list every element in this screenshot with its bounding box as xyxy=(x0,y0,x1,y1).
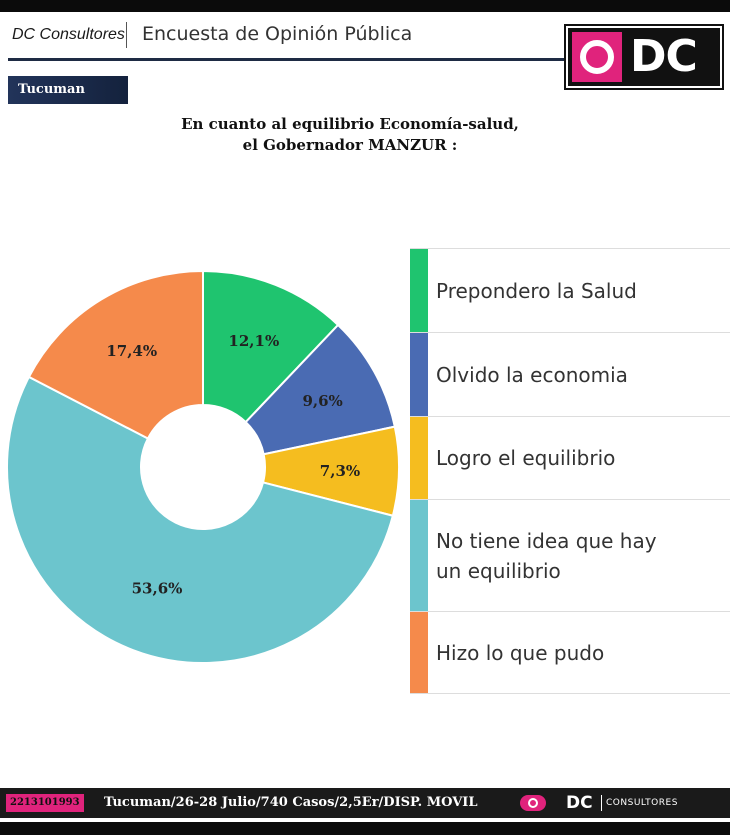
footer-logo-divider xyxy=(601,795,602,811)
slice-label-equilibrio: 7,3% xyxy=(320,462,360,480)
slice-label-hizo: 17,4% xyxy=(106,342,157,360)
legend-label-line-1: Prepondero la Salud xyxy=(436,278,637,303)
legend-swatch xyxy=(410,500,428,611)
slice-label-salud: 12,1% xyxy=(228,332,279,350)
legend-label-line-1: Logro el equilibrio xyxy=(436,446,616,470)
legend-label: Prepondero la Salud xyxy=(436,276,724,306)
legend-label-line-1: Olvido la economia xyxy=(436,362,628,387)
legend-swatch xyxy=(410,417,428,499)
slice-label-no-idea: 53,6% xyxy=(132,580,183,598)
brand-name: DC Consultores xyxy=(12,26,125,43)
footer-phone: 2213101993 xyxy=(6,794,84,812)
chart-legend: Prepondero la Salud Olvido la economia Log… xyxy=(410,248,730,694)
logo-text: DC xyxy=(630,31,698,82)
header-underline xyxy=(8,58,568,61)
legend-item-no-idea: No tiene idea que hay un equilibrio xyxy=(410,499,730,611)
legend-swatch xyxy=(410,333,428,416)
legend-swatch xyxy=(410,249,428,332)
legend-item-economia: Olvido la economia xyxy=(410,332,730,416)
legend-item-salud: Prepondero la Salud xyxy=(410,248,730,332)
legend-label: No tiene idea que hay un equilibrio xyxy=(436,526,724,586)
legend-label-line-1: Hizo lo que pudo xyxy=(436,640,605,665)
slice-label-economia: 9,6% xyxy=(302,392,342,410)
footer-bar: 2213101993 Tucuman/26-28 Julio/740 Casos… xyxy=(0,788,730,818)
footer-logo-dc: DC xyxy=(566,793,593,813)
logo-ring-icon xyxy=(572,32,622,82)
pie-slice-economia xyxy=(244,323,396,456)
dc-logo: DC xyxy=(566,26,722,88)
legend-label-line-1: No tiene idea que hay xyxy=(436,528,657,553)
question-line-2: el Gobernador MANZUR : xyxy=(242,136,458,154)
footer-survey-info: Tucuman/26-28 Julio/740 Casos/2,5Er/DISP… xyxy=(104,795,478,810)
legend-label: Olvido la economia xyxy=(436,360,724,390)
footer-logo-ring-icon xyxy=(520,795,546,811)
pie-slice-no-idea xyxy=(6,375,395,664)
legend-label: Logro el equilibrio xyxy=(436,443,724,473)
region-badge: Tucuman xyxy=(8,76,128,104)
poll-card: DC Consultores Encuesta de Opinión Públi… xyxy=(0,12,730,822)
legend-label: Hizo lo que pudo xyxy=(436,638,724,668)
header-separator xyxy=(126,22,127,48)
question-title: En cuanto al equilibrio Economía-salud, … xyxy=(100,114,600,156)
legend-item-hizo: Hizo lo que pudo xyxy=(410,611,730,694)
page-title: Encuesta de Opinión Pública xyxy=(142,23,413,45)
donut-chart: 12,1% 9,6% 7,3% 53,6% 17,4% xyxy=(6,269,400,664)
footer-logo-text: CONSULTORES xyxy=(606,798,678,808)
question-line-1: En cuanto al equilibrio Economía-salud, xyxy=(181,115,519,133)
legend-swatch xyxy=(410,612,428,693)
pie-slice-hizo xyxy=(27,269,204,440)
legend-label-line-2: un equilibrio xyxy=(436,558,561,583)
legend-item-equilibrio: Logro el equilibrio xyxy=(410,416,730,499)
pie-slice-salud xyxy=(202,269,340,424)
